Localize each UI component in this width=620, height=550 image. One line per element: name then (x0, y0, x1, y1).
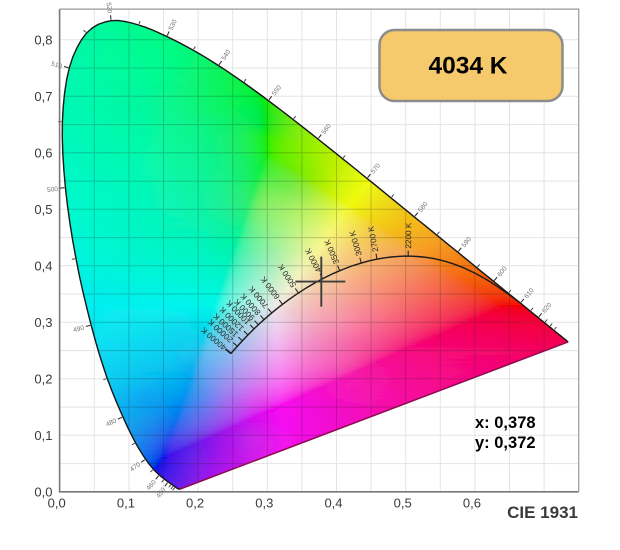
svg-text:0,6: 0,6 (463, 496, 481, 511)
svg-text:0,3: 0,3 (34, 315, 52, 330)
svg-text:480: 480 (105, 417, 118, 428)
svg-text:530: 530 (168, 18, 179, 31)
svg-text:510: 510 (50, 61, 63, 71)
svg-text:520: 520 (105, 2, 113, 14)
svg-text:y: 0,372: y: 0,372 (475, 434, 536, 452)
svg-text:0,6: 0,6 (34, 145, 52, 160)
svg-text:x: 0,378: x: 0,378 (475, 414, 536, 432)
svg-text:0,4: 0,4 (324, 496, 342, 511)
svg-text:0,1: 0,1 (34, 428, 52, 443)
svg-text:0,1: 0,1 (117, 496, 135, 511)
svg-text:0,0: 0,0 (34, 484, 52, 499)
svg-text:0,0: 0,0 (48, 496, 66, 511)
svg-text:0,7: 0,7 (34, 89, 52, 104)
svg-text:2200 K: 2200 K (404, 222, 413, 249)
svg-text:CIE 1931: CIE 1931 (507, 503, 578, 522)
svg-text:0,2: 0,2 (186, 496, 204, 511)
svg-text:4034 K: 4034 K (428, 53, 507, 80)
svg-text:490: 490 (73, 325, 86, 335)
svg-text:0,4: 0,4 (34, 258, 52, 273)
svg-text:0,5: 0,5 (34, 202, 52, 217)
svg-text:0,5: 0,5 (394, 496, 412, 511)
svg-text:0,3: 0,3 (255, 496, 273, 511)
svg-text:0,8: 0,8 (34, 32, 52, 47)
svg-text:500: 500 (47, 186, 59, 194)
svg-text:0,2: 0,2 (34, 371, 52, 386)
